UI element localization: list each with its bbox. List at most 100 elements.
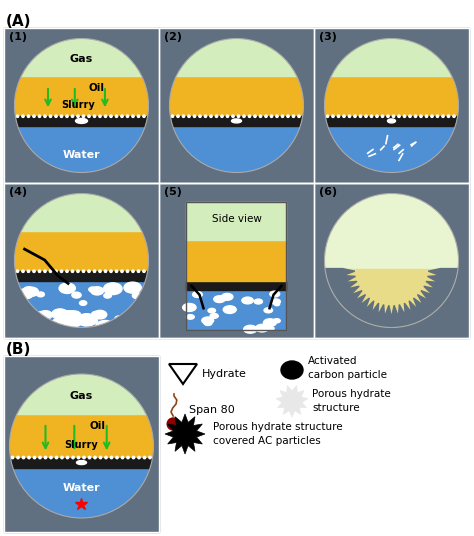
Circle shape [337, 115, 340, 117]
Text: Gas: Gas [70, 54, 93, 64]
Circle shape [442, 115, 444, 117]
Circle shape [126, 115, 129, 117]
Circle shape [182, 115, 185, 117]
Circle shape [215, 115, 218, 117]
Circle shape [33, 115, 35, 117]
Circle shape [398, 115, 400, 117]
Circle shape [126, 270, 129, 272]
Circle shape [370, 115, 373, 117]
Circle shape [99, 115, 101, 117]
Ellipse shape [66, 311, 81, 320]
Circle shape [343, 115, 345, 117]
Circle shape [22, 456, 25, 459]
Bar [170, 36, 303, 76]
Text: Slurry: Slurry [64, 441, 99, 450]
Ellipse shape [214, 296, 225, 302]
Circle shape [55, 270, 57, 272]
Bar [186, 202, 286, 241]
Circle shape [354, 115, 356, 117]
Bar [15, 36, 148, 76]
Circle shape [177, 115, 179, 117]
Circle shape [82, 115, 85, 117]
Circle shape [132, 115, 134, 117]
Bar [4, 183, 159, 338]
Circle shape [38, 115, 41, 117]
Ellipse shape [132, 293, 142, 299]
Circle shape [270, 115, 273, 117]
Circle shape [11, 456, 14, 459]
Circle shape [104, 270, 107, 272]
Circle shape [143, 115, 145, 117]
Circle shape [414, 115, 417, 117]
Bar [159, 28, 314, 183]
Circle shape [138, 456, 140, 459]
Text: (2): (2) [164, 32, 182, 42]
Circle shape [265, 115, 267, 117]
Ellipse shape [41, 322, 52, 329]
Bar [325, 36, 458, 76]
Circle shape [121, 115, 123, 117]
Circle shape [77, 456, 80, 459]
Ellipse shape [202, 317, 214, 324]
Circle shape [88, 270, 90, 272]
Ellipse shape [89, 318, 97, 324]
Circle shape [254, 115, 256, 117]
Ellipse shape [52, 309, 68, 319]
Circle shape [281, 115, 284, 117]
Circle shape [104, 115, 107, 117]
Circle shape [376, 115, 378, 117]
Ellipse shape [255, 324, 269, 332]
Circle shape [237, 115, 240, 117]
Bar [15, 191, 148, 231]
Circle shape [132, 270, 134, 272]
Circle shape [16, 115, 18, 117]
Circle shape [33, 456, 36, 459]
Circle shape [71, 270, 73, 272]
Circle shape [110, 270, 112, 272]
Circle shape [115, 270, 118, 272]
Circle shape [83, 456, 85, 459]
Circle shape [167, 418, 179, 430]
Bar [4, 28, 159, 183]
Circle shape [431, 115, 433, 117]
Ellipse shape [92, 311, 99, 316]
Ellipse shape [270, 291, 280, 297]
Ellipse shape [23, 287, 34, 293]
Circle shape [93, 115, 96, 117]
Circle shape [88, 456, 91, 459]
Circle shape [33, 270, 35, 272]
Bar [9, 414, 154, 458]
Circle shape [381, 115, 383, 117]
Text: (4): (4) [9, 187, 27, 197]
Ellipse shape [37, 292, 45, 297]
Bar [325, 269, 458, 343]
Ellipse shape [76, 460, 86, 465]
Ellipse shape [104, 293, 111, 298]
Circle shape [66, 115, 68, 117]
Bar [325, 116, 458, 125]
Circle shape [28, 456, 30, 459]
Circle shape [27, 270, 30, 272]
Ellipse shape [192, 292, 202, 297]
Bar [159, 28, 314, 183]
Circle shape [77, 115, 79, 117]
Ellipse shape [91, 287, 104, 295]
Ellipse shape [204, 321, 212, 325]
Circle shape [243, 115, 245, 117]
Circle shape [49, 270, 52, 272]
Circle shape [121, 270, 123, 272]
Text: Activated
carbon particle: Activated carbon particle [308, 356, 387, 379]
Circle shape [226, 115, 228, 117]
Circle shape [99, 456, 102, 459]
Circle shape [110, 115, 112, 117]
Polygon shape [325, 269, 458, 349]
Bar [4, 183, 159, 338]
Circle shape [292, 115, 295, 117]
Circle shape [82, 270, 85, 272]
Bar [186, 202, 286, 330]
Circle shape [66, 456, 69, 459]
Ellipse shape [210, 314, 218, 318]
Circle shape [93, 270, 96, 272]
Circle shape [132, 456, 135, 459]
Ellipse shape [223, 306, 236, 314]
